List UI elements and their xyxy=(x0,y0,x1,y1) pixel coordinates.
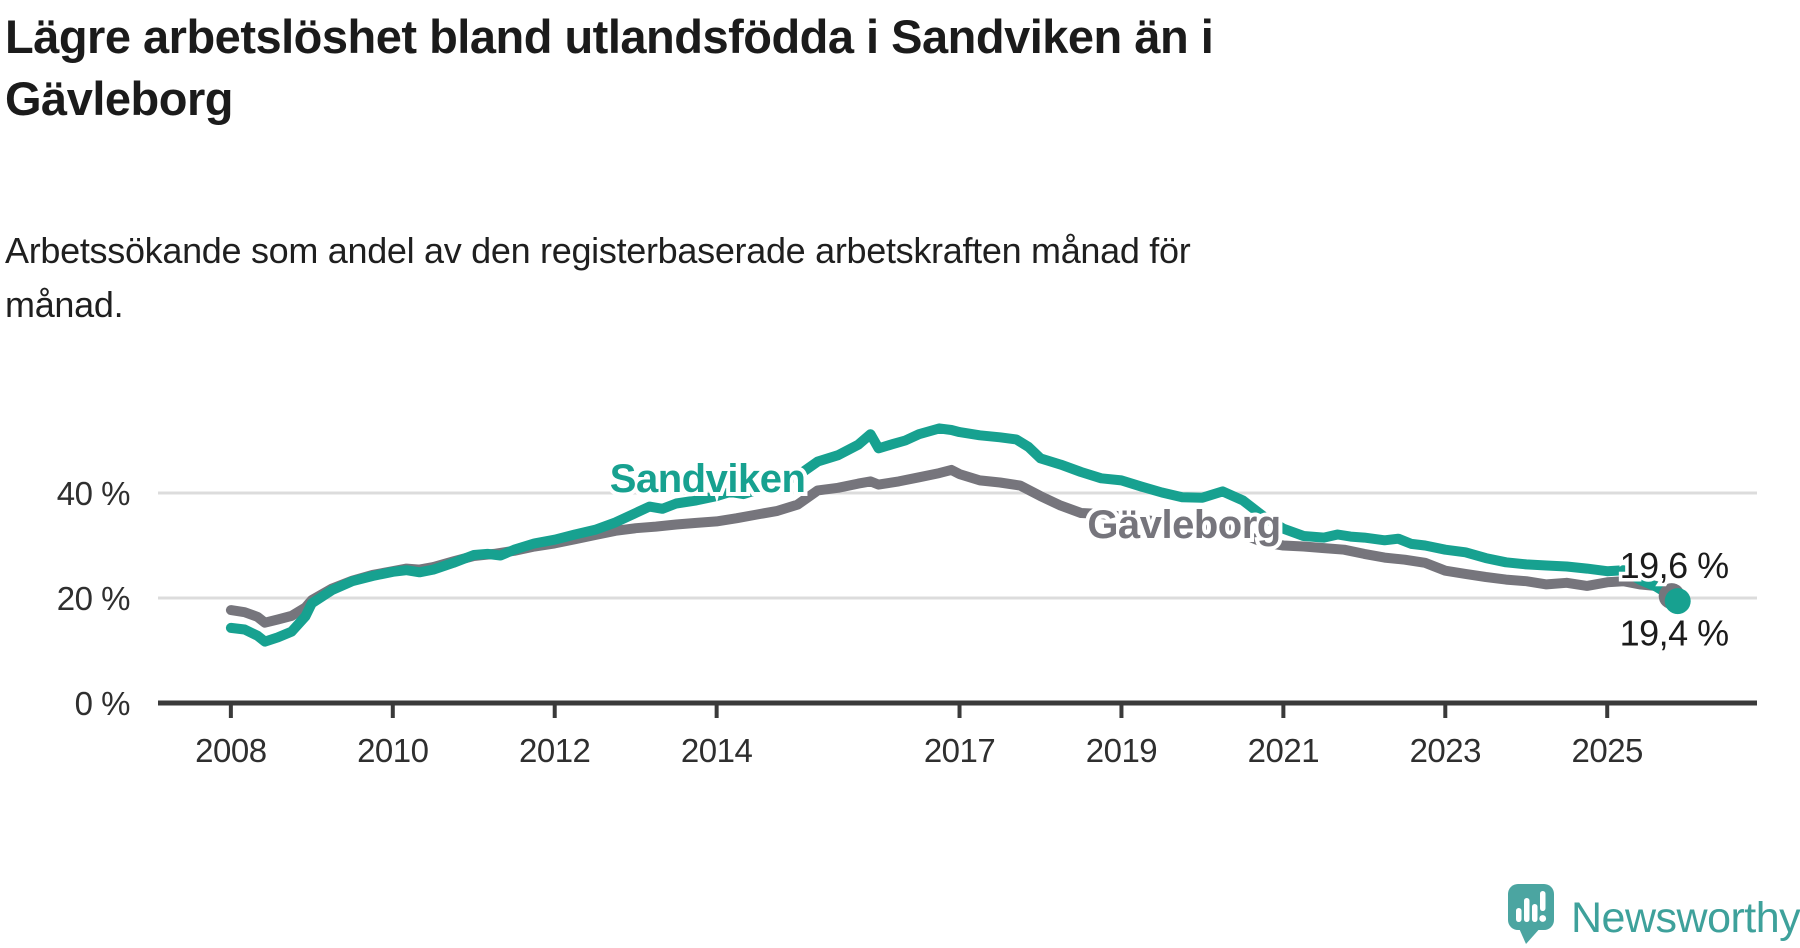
title-line-2: Gävleborg xyxy=(5,72,233,126)
x-axis-tick-label: 2014 xyxy=(681,732,753,769)
end-value-sandviken: 19,4 % xyxy=(1620,612,1729,653)
subtitle-line-1: Arbetssökande som andel av den registerb… xyxy=(5,230,1191,271)
newsworthy-logo-icon xyxy=(1508,884,1554,944)
x-axis-tick-label: 2021 xyxy=(1248,732,1319,769)
y-axis-tick-label: 40 % xyxy=(57,475,130,512)
y-axis-tick-label: 20 % xyxy=(57,580,130,617)
series-label-sandviken: Sandviken xyxy=(610,457,806,501)
newsworthy-wordmark: Newsworthy xyxy=(1571,894,1800,942)
x-axis-tick-label: 2017 xyxy=(924,732,995,769)
series-end-dot-sandviken xyxy=(1664,588,1691,615)
x-axis-tick-label: 2025 xyxy=(1572,732,1643,769)
newsworthy-brand: Newsworthy xyxy=(1506,882,1800,946)
x-axis-tick-label: 2008 xyxy=(195,732,266,769)
x-axis-tick-label: 2010 xyxy=(357,732,429,769)
series-line-sandviken xyxy=(225,423,1683,647)
subtitle-line-2: månad. xyxy=(5,284,124,325)
page-title: Lägre arbetslöshet bland utlandsfödda i … xyxy=(5,6,1505,130)
x-axis-tick-label: 2012 xyxy=(519,732,590,769)
end-value-gavleborg: 19,6 % xyxy=(1620,545,1729,586)
title-line-1: Lägre arbetslöshet bland utlandsfödda i … xyxy=(5,10,1214,63)
chart-subtitle: Arbetssökande som andel av den registerb… xyxy=(5,224,1505,332)
x-axis-tick-label: 2019 xyxy=(1086,732,1157,769)
series-label-gävleborg: Gävleborg xyxy=(1087,503,1280,547)
y-axis-tick-label: 0 % xyxy=(75,685,131,722)
x-axis-tick-label: 2023 xyxy=(1410,732,1481,769)
